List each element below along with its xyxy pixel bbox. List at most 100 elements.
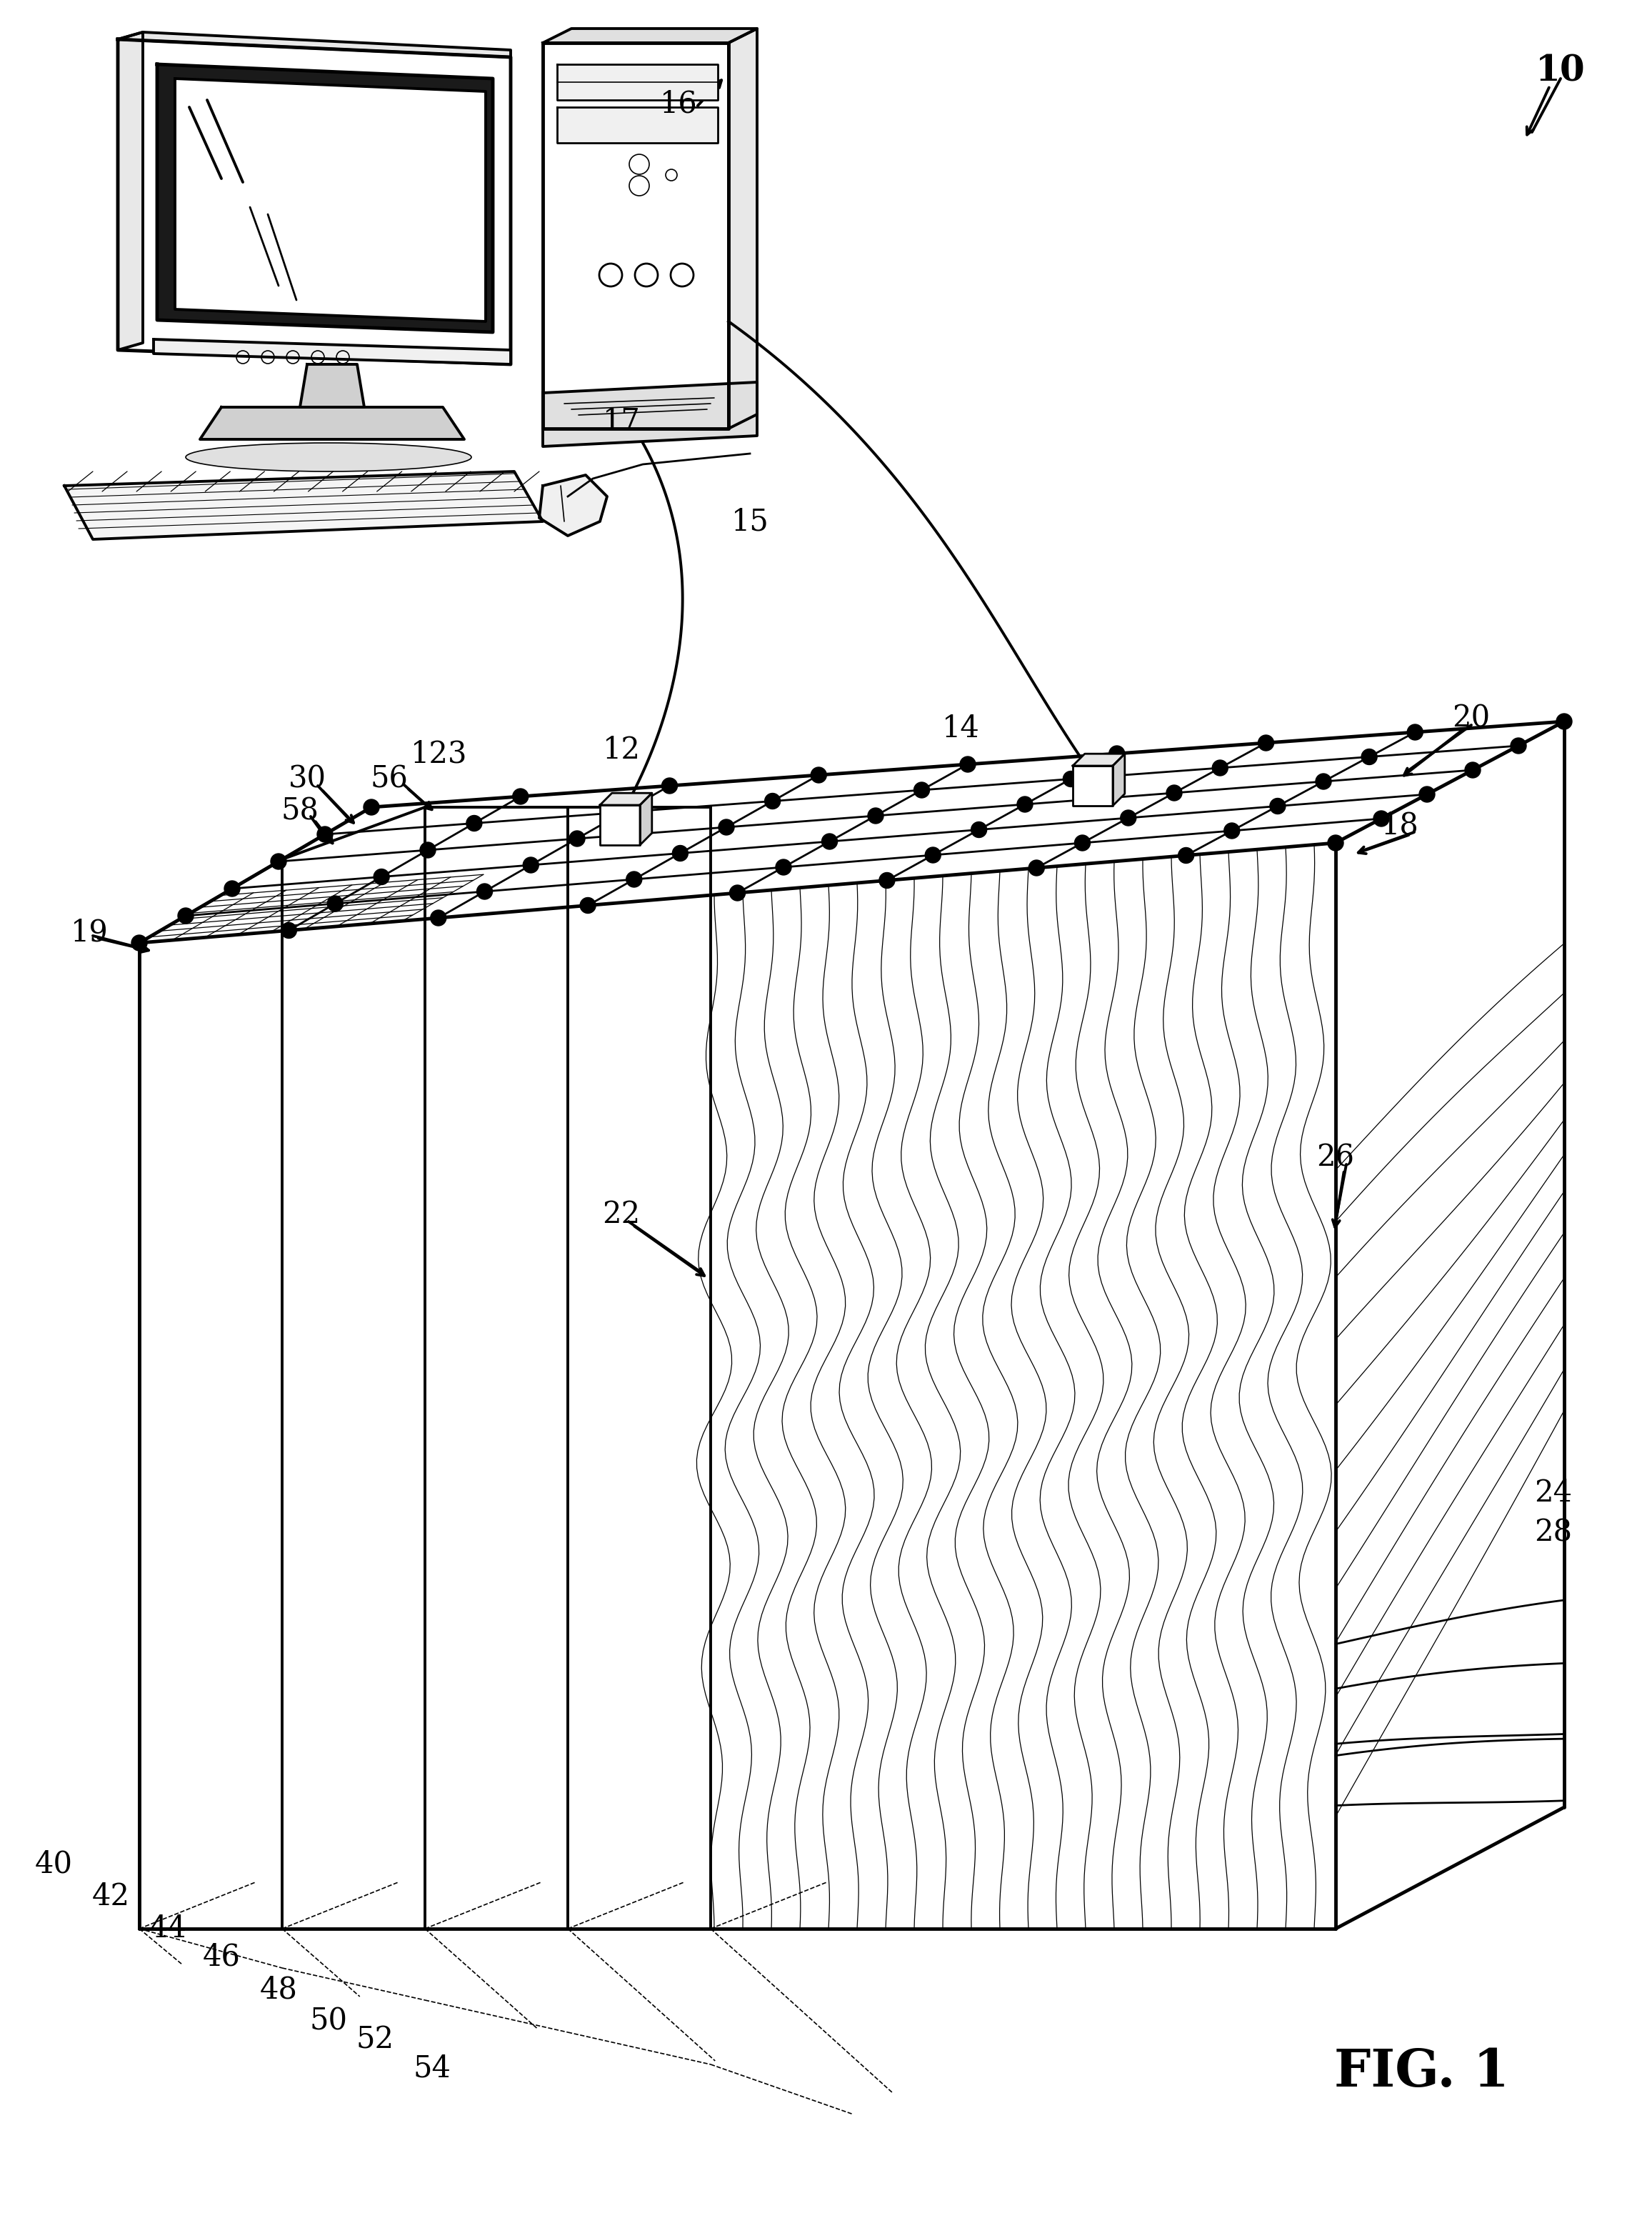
Circle shape [1556,713,1573,730]
Circle shape [671,263,694,285]
Circle shape [1213,759,1227,777]
Circle shape [1074,834,1090,850]
Polygon shape [117,33,510,58]
Circle shape [629,175,649,195]
Circle shape [1178,848,1194,863]
Text: 19: 19 [71,916,107,947]
Circle shape [1108,746,1125,761]
Circle shape [1270,799,1285,814]
Text: 54: 54 [413,2054,451,2082]
Text: 17: 17 [603,407,641,436]
Circle shape [132,936,147,952]
Circle shape [1315,775,1332,790]
Polygon shape [200,407,464,440]
Polygon shape [175,80,486,321]
Circle shape [420,843,436,859]
Polygon shape [1072,755,1125,766]
Circle shape [1328,834,1343,850]
Polygon shape [600,792,653,806]
Text: 14: 14 [942,713,980,744]
Polygon shape [1335,721,1564,1930]
Polygon shape [157,64,492,332]
Text: 58: 58 [281,797,319,825]
Text: 15: 15 [732,507,768,536]
Polygon shape [639,792,653,845]
Circle shape [616,803,631,821]
Polygon shape [544,42,729,429]
Circle shape [281,923,297,938]
Polygon shape [1072,766,1113,806]
Circle shape [821,834,838,850]
Text: 44: 44 [149,1914,187,1943]
Circle shape [1018,797,1032,812]
Circle shape [629,155,649,175]
Circle shape [477,883,492,898]
Circle shape [914,781,930,799]
Circle shape [879,872,895,887]
Circle shape [1510,737,1526,755]
Circle shape [512,788,529,803]
Text: 56: 56 [370,763,408,794]
Circle shape [317,825,332,843]
Polygon shape [557,64,719,100]
Circle shape [373,870,390,885]
Text: 22: 22 [603,1199,641,1230]
Text: 46: 46 [203,1943,240,1972]
Circle shape [776,859,791,874]
Text: 18: 18 [1381,810,1419,841]
Ellipse shape [185,443,471,471]
Circle shape [178,907,193,923]
Circle shape [363,799,380,814]
Circle shape [580,898,596,914]
Polygon shape [64,471,544,540]
Circle shape [1224,823,1239,839]
Circle shape [271,854,286,870]
Polygon shape [1113,755,1125,806]
Circle shape [765,792,780,810]
Circle shape [524,856,539,872]
Polygon shape [139,843,1335,1930]
Circle shape [1062,770,1079,788]
Text: 48: 48 [259,1974,297,2005]
Polygon shape [139,721,1564,943]
Text: 40: 40 [35,1850,73,1879]
Text: FIG. 1: FIG. 1 [1333,2047,1508,2098]
Circle shape [1373,810,1389,825]
Text: 123: 123 [411,739,468,768]
Text: 20: 20 [1452,704,1490,733]
Circle shape [634,263,657,285]
Text: 28: 28 [1535,1518,1573,1547]
Text: 16: 16 [659,89,697,120]
Text: 30: 30 [287,763,325,794]
Circle shape [1259,735,1274,750]
Text: 26: 26 [1317,1142,1355,1173]
Polygon shape [600,806,639,845]
Circle shape [1120,810,1137,825]
Circle shape [431,910,446,925]
Circle shape [1166,786,1183,801]
Polygon shape [117,33,142,350]
Text: 52: 52 [355,2025,393,2054]
Polygon shape [557,106,719,144]
Circle shape [1361,748,1378,766]
Circle shape [570,830,585,848]
Circle shape [1408,724,1422,739]
Circle shape [466,814,482,832]
Polygon shape [539,476,606,536]
Circle shape [672,845,689,861]
Circle shape [719,819,733,834]
Text: 10: 10 [1536,53,1586,89]
Circle shape [600,263,623,285]
Text: 42: 42 [93,1881,129,1912]
Circle shape [867,808,884,823]
Circle shape [811,768,826,783]
Circle shape [1029,861,1044,876]
Circle shape [730,885,745,901]
Circle shape [666,170,677,181]
Circle shape [960,757,976,772]
Polygon shape [729,29,757,429]
Circle shape [971,821,986,837]
Polygon shape [301,365,363,407]
Circle shape [925,848,940,863]
Circle shape [225,881,240,896]
